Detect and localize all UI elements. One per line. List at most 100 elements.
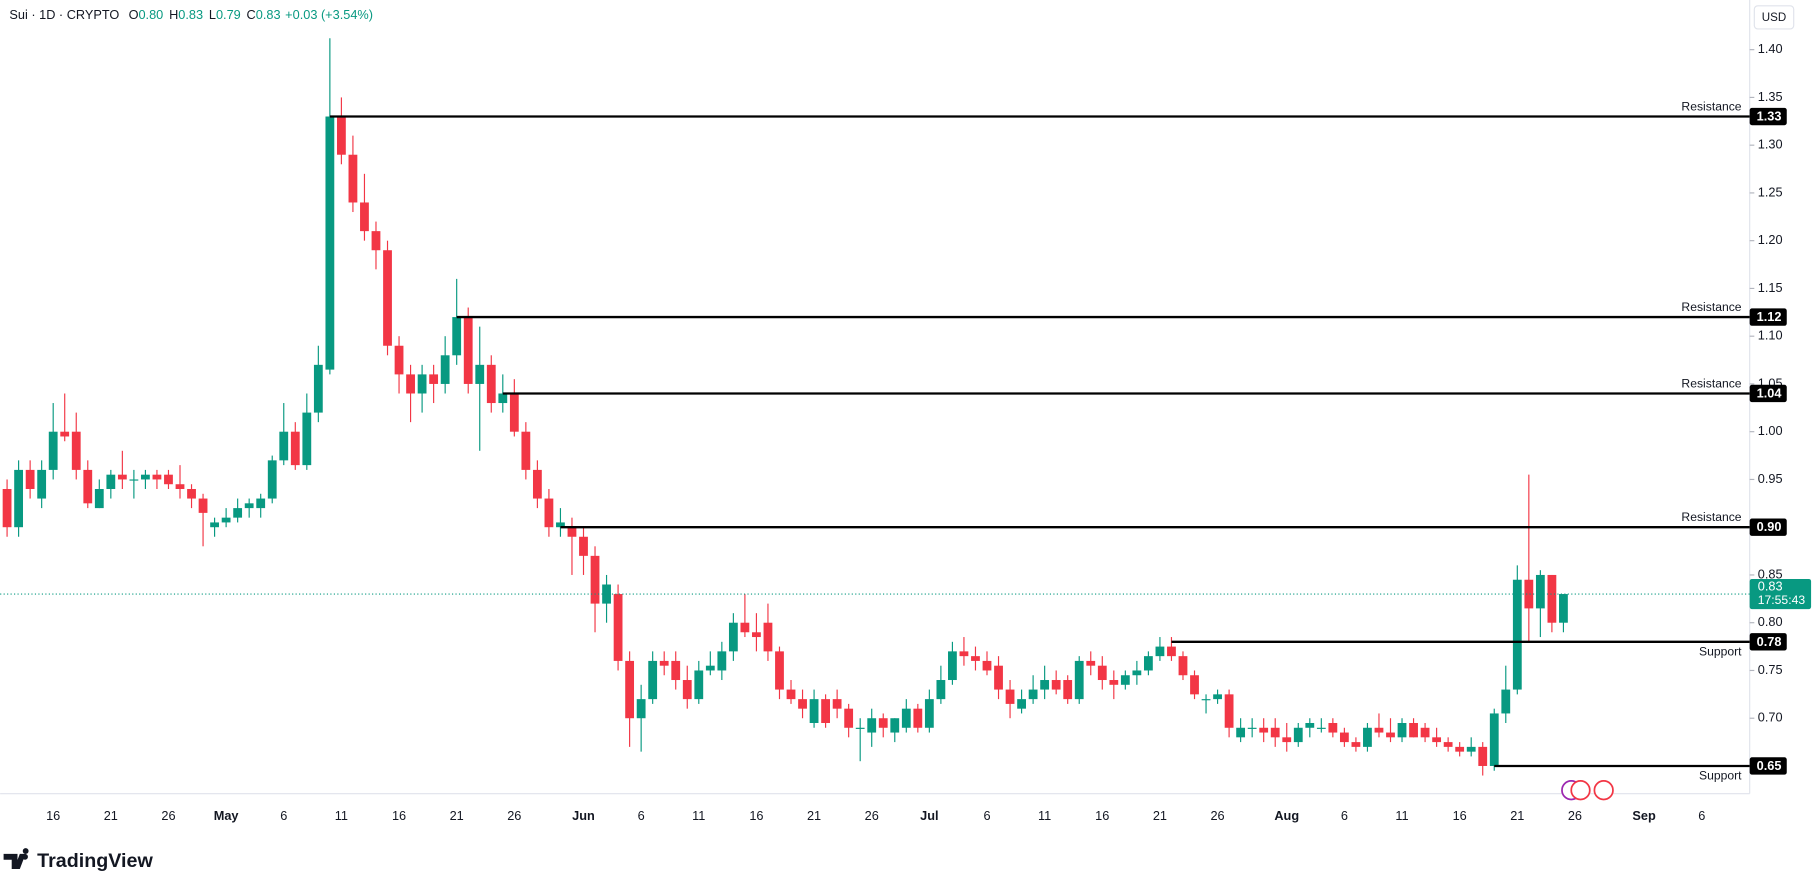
candle-body bbox=[1512, 579, 1522, 690]
candle-body bbox=[532, 469, 542, 499]
candle-body bbox=[579, 536, 588, 556]
candle-body bbox=[1236, 727, 1246, 738]
candle-body bbox=[659, 660, 669, 666]
candle-body bbox=[60, 431, 70, 437]
candle-body bbox=[1040, 680, 1050, 690]
candle-body bbox=[1386, 732, 1395, 738]
candle-body bbox=[325, 116, 335, 370]
candle-body bbox=[1501, 689, 1511, 714]
x-tick-label: 21 bbox=[807, 808, 821, 823]
candle-body bbox=[1155, 646, 1165, 657]
candle-body bbox=[348, 154, 358, 203]
candle-body bbox=[1167, 646, 1176, 657]
candle-body bbox=[152, 474, 162, 480]
x-tick-label: 16 bbox=[749, 808, 763, 823]
candle-body bbox=[1028, 689, 1038, 700]
candle-body bbox=[129, 479, 139, 481]
y-tick-label: 1.15 bbox=[1758, 280, 1783, 295]
y-tick-label: 1.20 bbox=[1758, 232, 1783, 247]
candle-body bbox=[360, 202, 369, 232]
candle-body bbox=[210, 522, 219, 528]
event-icon bbox=[1570, 780, 1591, 801]
candle-body bbox=[752, 632, 761, 638]
candle-body bbox=[37, 469, 47, 499]
candle-body bbox=[924, 699, 934, 728]
candle-body bbox=[1005, 689, 1015, 704]
candle-body bbox=[1466, 746, 1476, 752]
candle-body bbox=[682, 680, 692, 700]
candle-body bbox=[602, 584, 611, 604]
candle-body bbox=[636, 699, 646, 719]
candle-body bbox=[509, 393, 519, 432]
x-tick-label: Jun bbox=[572, 808, 595, 823]
x-tick-label: 21 bbox=[450, 808, 464, 823]
candle-body bbox=[475, 364, 485, 384]
candle-body bbox=[556, 522, 565, 528]
level-tag bbox=[1749, 633, 1787, 651]
x-tick-label: 26 bbox=[507, 808, 521, 823]
candle-body bbox=[14, 469, 24, 528]
candle-body bbox=[982, 660, 992, 671]
x-tick-label: 21 bbox=[104, 808, 118, 823]
candle-body bbox=[671, 660, 681, 681]
y-tick-label: 0.85 bbox=[1758, 566, 1783, 581]
candle-body bbox=[1190, 675, 1199, 695]
brand: TradingView bbox=[37, 850, 153, 872]
candle-body bbox=[117, 474, 127, 480]
x-tick-label: 11 bbox=[335, 808, 348, 823]
candle-body bbox=[1535, 574, 1545, 609]
candle-body bbox=[890, 718, 900, 733]
candle-body bbox=[728, 622, 738, 652]
level-name: Support bbox=[1699, 644, 1742, 658]
plot-area: 0.700.750.800.850.900.951.001.051.101.15… bbox=[0, 0, 1812, 823]
x-tick-label: 16 bbox=[392, 808, 406, 823]
candle-body bbox=[1489, 713, 1499, 766]
candle-body bbox=[141, 474, 150, 480]
candle-body bbox=[1559, 594, 1568, 623]
candle-body bbox=[198, 498, 208, 513]
candle-body bbox=[1143, 656, 1153, 671]
candle-body bbox=[221, 517, 231, 523]
candle-body bbox=[429, 374, 439, 384]
candle-body bbox=[71, 431, 81, 470]
candle-body bbox=[1478, 746, 1488, 766]
currency-button[interactable] bbox=[1753, 5, 1795, 30]
level-tag-label: 1.04 bbox=[1757, 385, 1783, 400]
candle-body bbox=[1074, 660, 1084, 700]
x-tick-label: 11 bbox=[1038, 808, 1051, 823]
candle-body bbox=[1293, 727, 1303, 743]
x-tick-label: 26 bbox=[1568, 808, 1582, 823]
candle-body bbox=[302, 412, 312, 466]
candle-body bbox=[233, 508, 243, 518]
candle-body bbox=[971, 656, 980, 661]
candle-body bbox=[936, 680, 946, 700]
candle-body bbox=[844, 708, 854, 728]
candle-body bbox=[1524, 579, 1534, 609]
candle-body bbox=[1363, 727, 1372, 747]
candle-body bbox=[901, 708, 911, 728]
ohlc-label: C bbox=[247, 8, 256, 23]
logo-dot bbox=[22, 853, 28, 860]
candle-body bbox=[394, 345, 404, 375]
candle-body bbox=[498, 393, 508, 404]
candle-body bbox=[855, 727, 865, 729]
candle-body bbox=[1374, 727, 1384, 733]
x-tick-label: 16 bbox=[1095, 808, 1109, 823]
candle-body bbox=[25, 469, 35, 490]
candle-body bbox=[809, 699, 819, 723]
candle-body bbox=[336, 116, 346, 155]
candle-body bbox=[1051, 680, 1061, 690]
candle-body bbox=[786, 689, 796, 700]
price-tag-countdown: 17:55:43 bbox=[1758, 593, 1806, 607]
candle-body bbox=[48, 431, 58, 470]
candle-body bbox=[83, 469, 93, 504]
candle-body bbox=[1455, 746, 1465, 752]
candle-body bbox=[1547, 574, 1557, 623]
candle-body bbox=[913, 708, 923, 728]
candle-body bbox=[705, 665, 715, 671]
candle-body bbox=[648, 660, 658, 700]
level-name: Resistance bbox=[1681, 376, 1741, 390]
candle-body bbox=[1432, 737, 1442, 743]
candle-body bbox=[383, 250, 392, 346]
